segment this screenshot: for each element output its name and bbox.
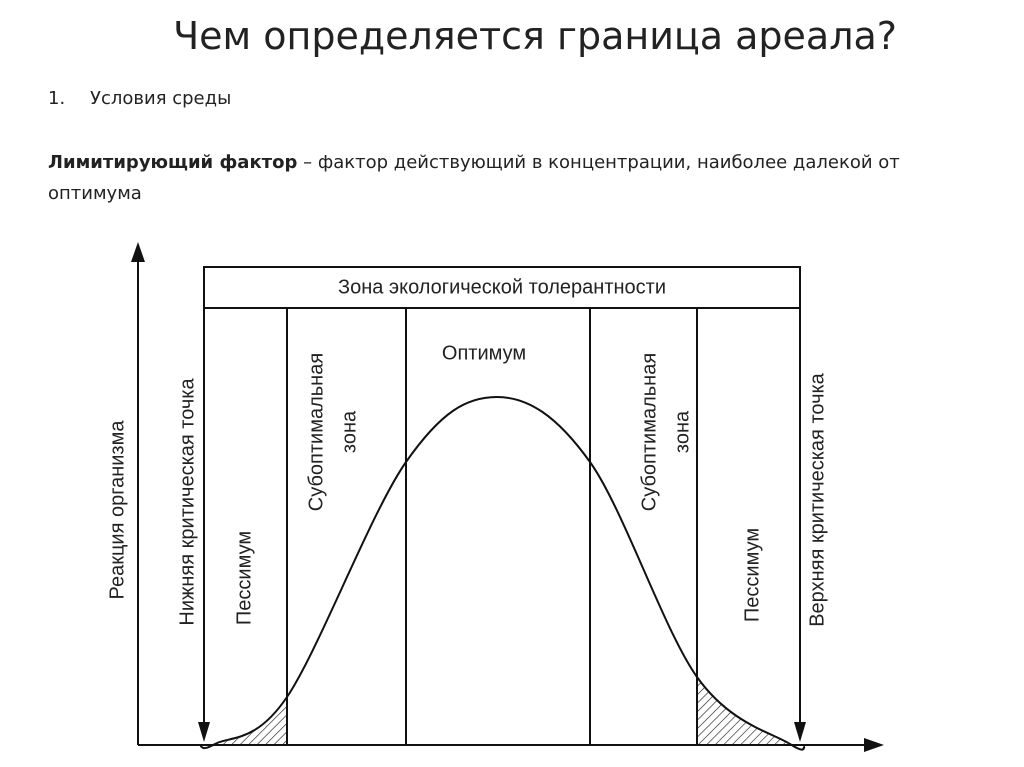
hatching [204, 600, 800, 745]
arrow [864, 738, 884, 752]
pessimum-label: Пессимум [233, 531, 255, 625]
critical-point-label: Нижняя критическая точка [176, 378, 198, 626]
list-item: 1. Условия среды [48, 88, 231, 109]
suboptimal-label: Субоптимальная [638, 353, 660, 511]
arrow [198, 722, 210, 742]
list-text: Условия среды [90, 88, 232, 109]
zone-box [203, 266, 801, 309]
arrow [794, 722, 806, 742]
suboptimal-label: зона [671, 410, 693, 453]
slide-title: Чем определяется граница ареала? [173, 14, 897, 58]
suboptimal-label: Субоптимальная [305, 353, 327, 511]
suboptimal-label: зона [338, 410, 360, 453]
list-number: 1. [48, 88, 66, 109]
zone-title: Зона экологической толерантности [338, 276, 666, 298]
arrow [131, 242, 145, 262]
definition-text: – фактор действующий в концентрации, наи… [48, 152, 900, 204]
definition: Лимитирующий фактор – фактор действующий… [48, 147, 908, 209]
y-axis-label: Реакция организма [106, 420, 128, 600]
pessimum-label: Пессимум [741, 528, 763, 622]
critical-point-label: Верхняя критическая точка [806, 372, 828, 626]
term: Лимитирующий фактор [48, 152, 298, 173]
response-curve [199, 395, 806, 751]
optimum-label: Оптимум [442, 342, 526, 364]
